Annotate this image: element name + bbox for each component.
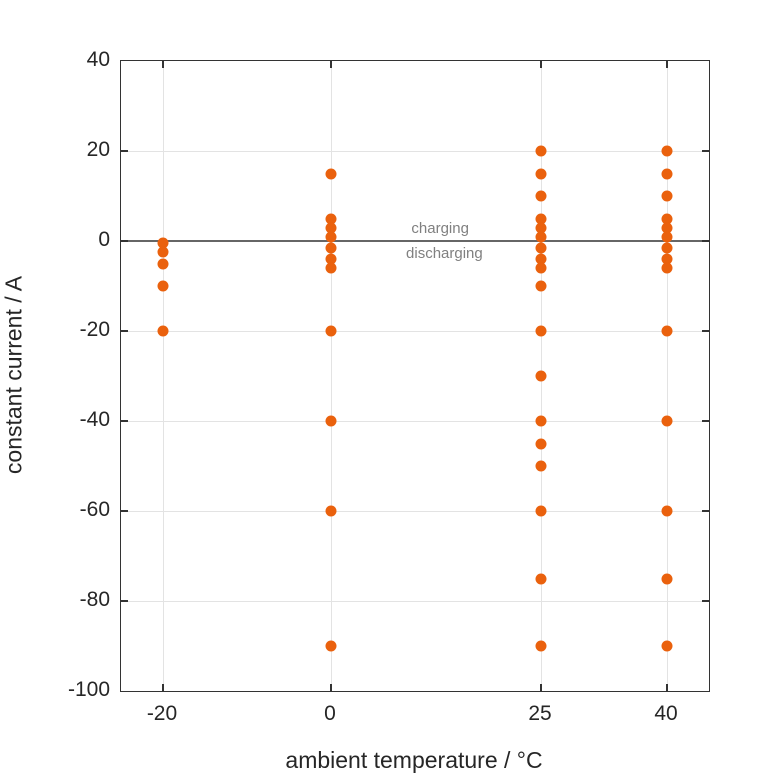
- data-point: [535, 231, 547, 242]
- data-point: [661, 242, 673, 254]
- charging-label: charging: [411, 220, 469, 237]
- x-tick-mark-top: [666, 61, 668, 68]
- gridline-y--20: [121, 330, 709, 332]
- gridline-y--40: [121, 420, 709, 422]
- data-point: [661, 505, 673, 517]
- x-tick-mark-top: [540, 61, 542, 68]
- plot-area: charging discharging: [120, 60, 710, 692]
- data-point: [535, 370, 547, 382]
- y-tick-label-40: 40: [86, 48, 110, 71]
- data-point: [661, 231, 673, 242]
- y-tick-mark: [121, 240, 128, 242]
- x-tick-label--20: -20: [146, 702, 178, 725]
- data-point: [325, 262, 337, 274]
- y-tick-mark: [121, 330, 128, 332]
- y-tick-mark-right: [702, 510, 709, 512]
- data-point: [661, 640, 673, 652]
- y-tick-label--40: -40: [79, 408, 110, 431]
- x-tick-label-40: 40: [654, 702, 678, 725]
- y-tick-label-0: 0: [98, 228, 110, 251]
- data-point: [661, 168, 673, 179]
- data-point: [535, 262, 547, 274]
- data-point: [325, 325, 337, 337]
- data-point: [535, 213, 547, 224]
- data-point: [535, 145, 547, 157]
- data-point: [535, 573, 547, 584]
- y-tick-label-20: 20: [86, 138, 110, 161]
- data-point: [535, 415, 547, 427]
- data-point: [535, 253, 547, 265]
- data-point: [157, 258, 169, 269]
- y-tick-mark: [121, 510, 128, 512]
- data-point: [535, 168, 547, 179]
- data-point: [535, 505, 547, 517]
- data-point: [325, 213, 337, 224]
- zero-current-line: [121, 240, 709, 242]
- y-tick-label--80: -80: [79, 588, 110, 611]
- x-axis-label: ambient temperature / °C: [285, 747, 543, 773]
- data-point: [661, 222, 673, 233]
- data-point: [535, 280, 547, 292]
- data-point: [325, 222, 337, 233]
- data-point: [661, 190, 673, 202]
- data-point: [661, 415, 673, 427]
- data-point: [325, 253, 337, 265]
- data-point: [325, 231, 337, 242]
- data-point: [325, 242, 337, 254]
- data-point: [535, 640, 547, 652]
- discharging-label: discharging: [406, 245, 483, 262]
- data-point: [661, 253, 673, 265]
- y-tick-label--60: -60: [79, 498, 110, 521]
- y-tick-mark-right: [702, 240, 709, 242]
- data-point: [661, 213, 673, 224]
- y-tick-mark-right: [702, 420, 709, 422]
- data-point: [535, 222, 547, 233]
- data-point: [661, 573, 673, 584]
- data-point: [325, 505, 337, 517]
- x-tick-mark: [162, 684, 164, 691]
- gridline-x--20: [162, 61, 164, 691]
- x-tick-mark-top: [162, 61, 164, 68]
- x-tick-mark: [540, 684, 542, 691]
- data-point: [535, 325, 547, 337]
- data-point: [535, 438, 547, 449]
- x-tick-mark: [330, 684, 332, 691]
- y-axis-label: constant current / A: [0, 275, 27, 475]
- y-tick-label--100: -100: [67, 678, 110, 701]
- gridline-x-40: [666, 61, 668, 691]
- y-tick-mark-right: [702, 600, 709, 602]
- data-point: [325, 640, 337, 652]
- y-tick-mark: [121, 150, 128, 152]
- data-point: [157, 325, 169, 337]
- data-point: [325, 415, 337, 427]
- gridline-y--60: [121, 510, 709, 512]
- y-tick-mark: [121, 600, 128, 602]
- y-tick-mark: [121, 420, 128, 422]
- data-point: [325, 168, 337, 179]
- x-tick-mark: [666, 684, 668, 691]
- data-point: [535, 460, 547, 472]
- data-point: [661, 325, 673, 337]
- gridline-y-20: [121, 150, 709, 152]
- data-point: [535, 242, 547, 254]
- data-point: [661, 262, 673, 274]
- data-point: [157, 237, 169, 249]
- data-point: [535, 190, 547, 202]
- y-tick-mark-right: [702, 330, 709, 332]
- data-point: [661, 145, 673, 157]
- data-point: [157, 246, 169, 258]
- x-tick-label-0: 0: [324, 702, 336, 725]
- x-tick-mark-top: [330, 61, 332, 68]
- x-tick-label-25: 25: [528, 702, 552, 725]
- gridline-x-0: [330, 61, 332, 691]
- gridline-y--80: [121, 600, 709, 602]
- y-tick-mark-right: [702, 150, 709, 152]
- y-tick-label--20: -20: [79, 318, 110, 341]
- data-point: [157, 280, 169, 292]
